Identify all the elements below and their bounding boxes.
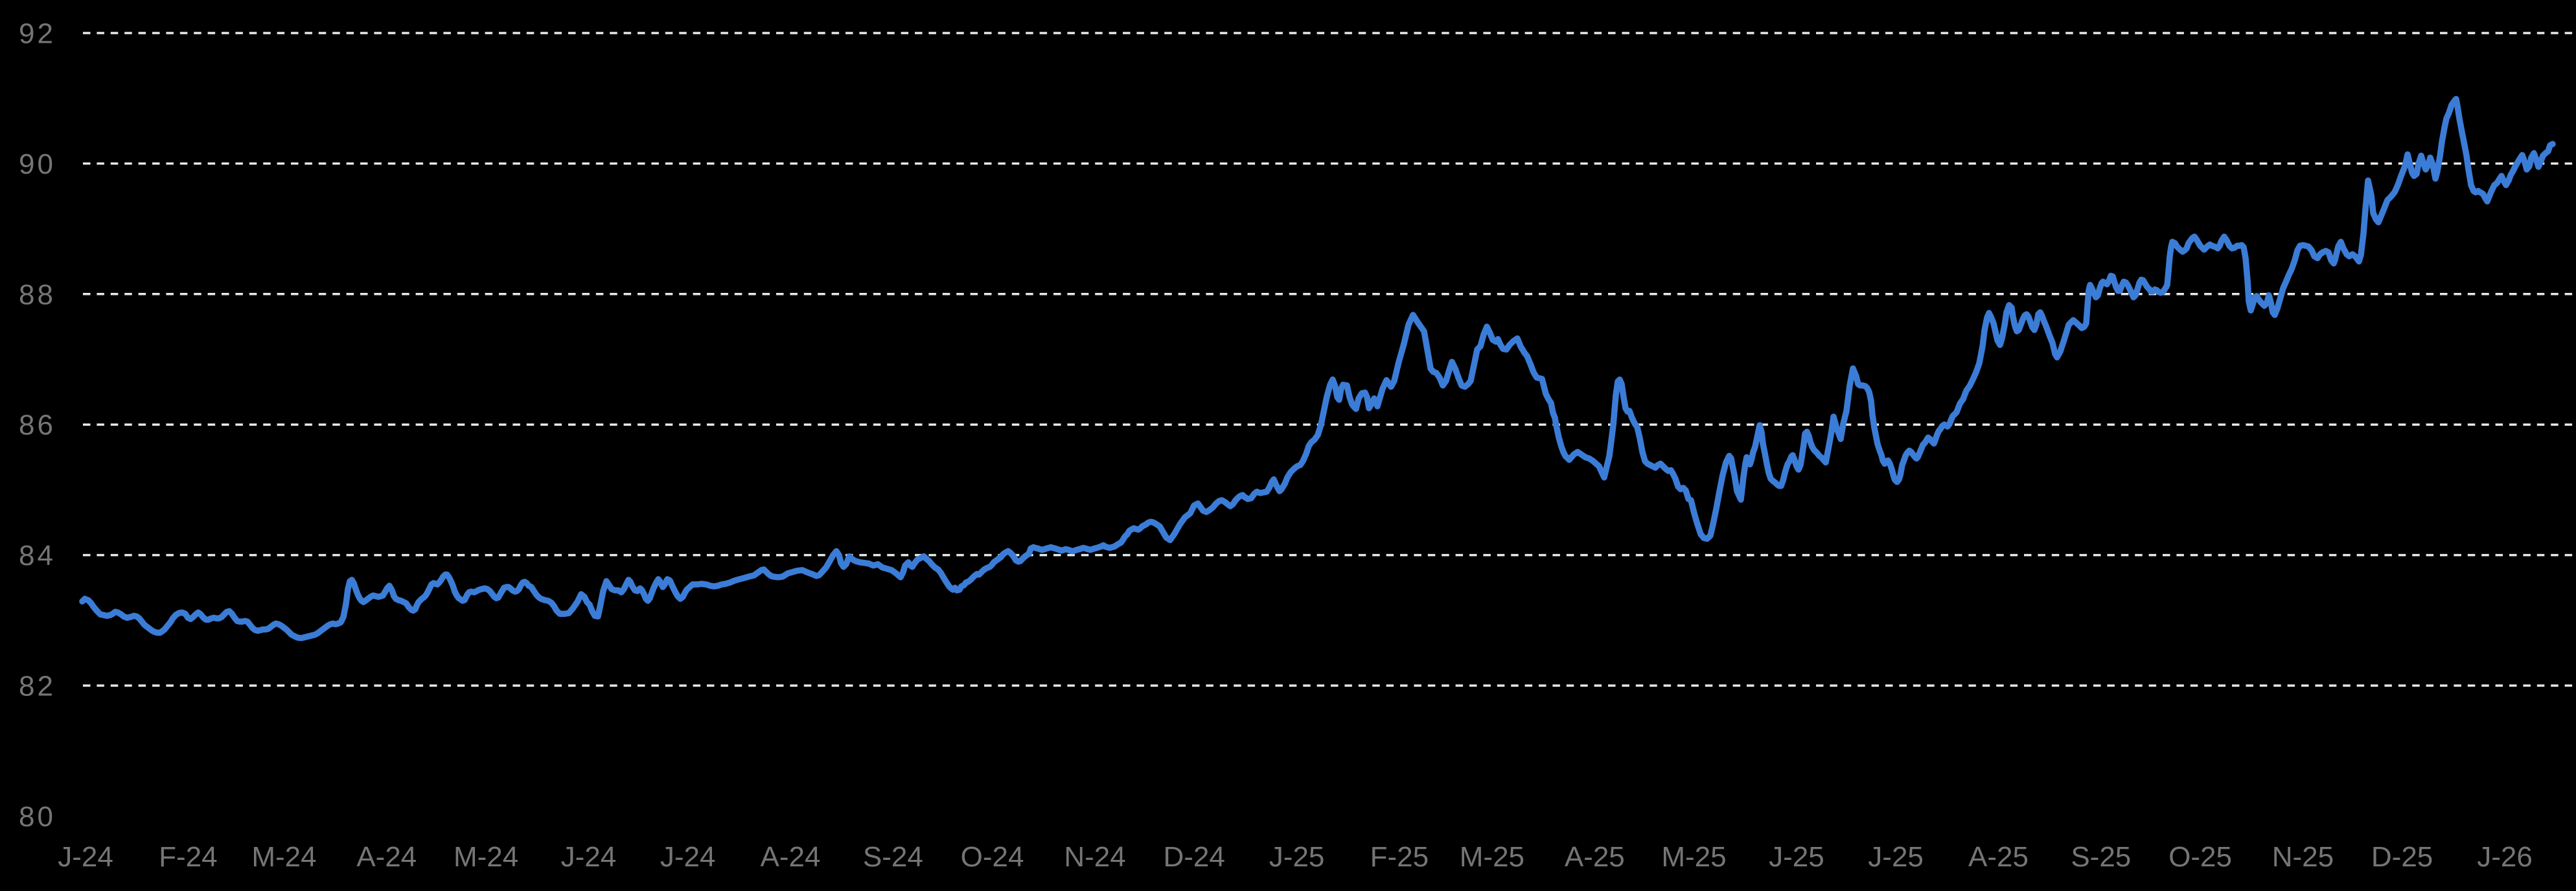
svg-text:A-25: A-25 <box>1968 841 2029 873</box>
svg-text:O-25: O-25 <box>2168 841 2232 873</box>
svg-text:86: 86 <box>19 410 56 441</box>
svg-text:M-24: M-24 <box>454 841 518 873</box>
svg-text:F-25: F-25 <box>1370 841 1429 873</box>
svg-text:D-25: D-25 <box>2371 841 2433 873</box>
svg-text:82: 82 <box>19 671 56 702</box>
svg-text:N-24: N-24 <box>1064 841 1125 873</box>
svg-text:F-24: F-24 <box>159 841 217 873</box>
svg-text:N-25: N-25 <box>2272 841 2334 873</box>
svg-text:S-25: S-25 <box>2071 841 2131 873</box>
svg-text:M-25: M-25 <box>1460 841 1524 873</box>
svg-text:88: 88 <box>19 279 56 310</box>
svg-text:O-24: O-24 <box>961 841 1024 873</box>
svg-text:90: 90 <box>19 148 56 180</box>
svg-text:J-26: J-26 <box>2477 841 2533 873</box>
svg-text:J-25: J-25 <box>1868 841 1924 873</box>
svg-text:A-24: A-24 <box>356 841 417 873</box>
svg-text:J-25: J-25 <box>1269 841 1325 873</box>
svg-text:80: 80 <box>19 801 56 833</box>
svg-text:J-24: J-24 <box>660 841 716 873</box>
svg-text:92: 92 <box>19 18 56 50</box>
svg-text:J-24: J-24 <box>561 841 617 873</box>
svg-text:S-24: S-24 <box>863 841 923 873</box>
svg-text:A-25: A-25 <box>1565 841 1625 873</box>
svg-text:D-24: D-24 <box>1164 841 1225 873</box>
svg-text:M-24: M-24 <box>251 841 316 873</box>
svg-text:J-24: J-24 <box>58 841 113 873</box>
svg-text:J-25: J-25 <box>1769 841 1824 873</box>
svg-text:A-24: A-24 <box>761 841 821 873</box>
svg-text:M-25: M-25 <box>1661 841 1726 873</box>
svg-text:84: 84 <box>19 540 56 572</box>
